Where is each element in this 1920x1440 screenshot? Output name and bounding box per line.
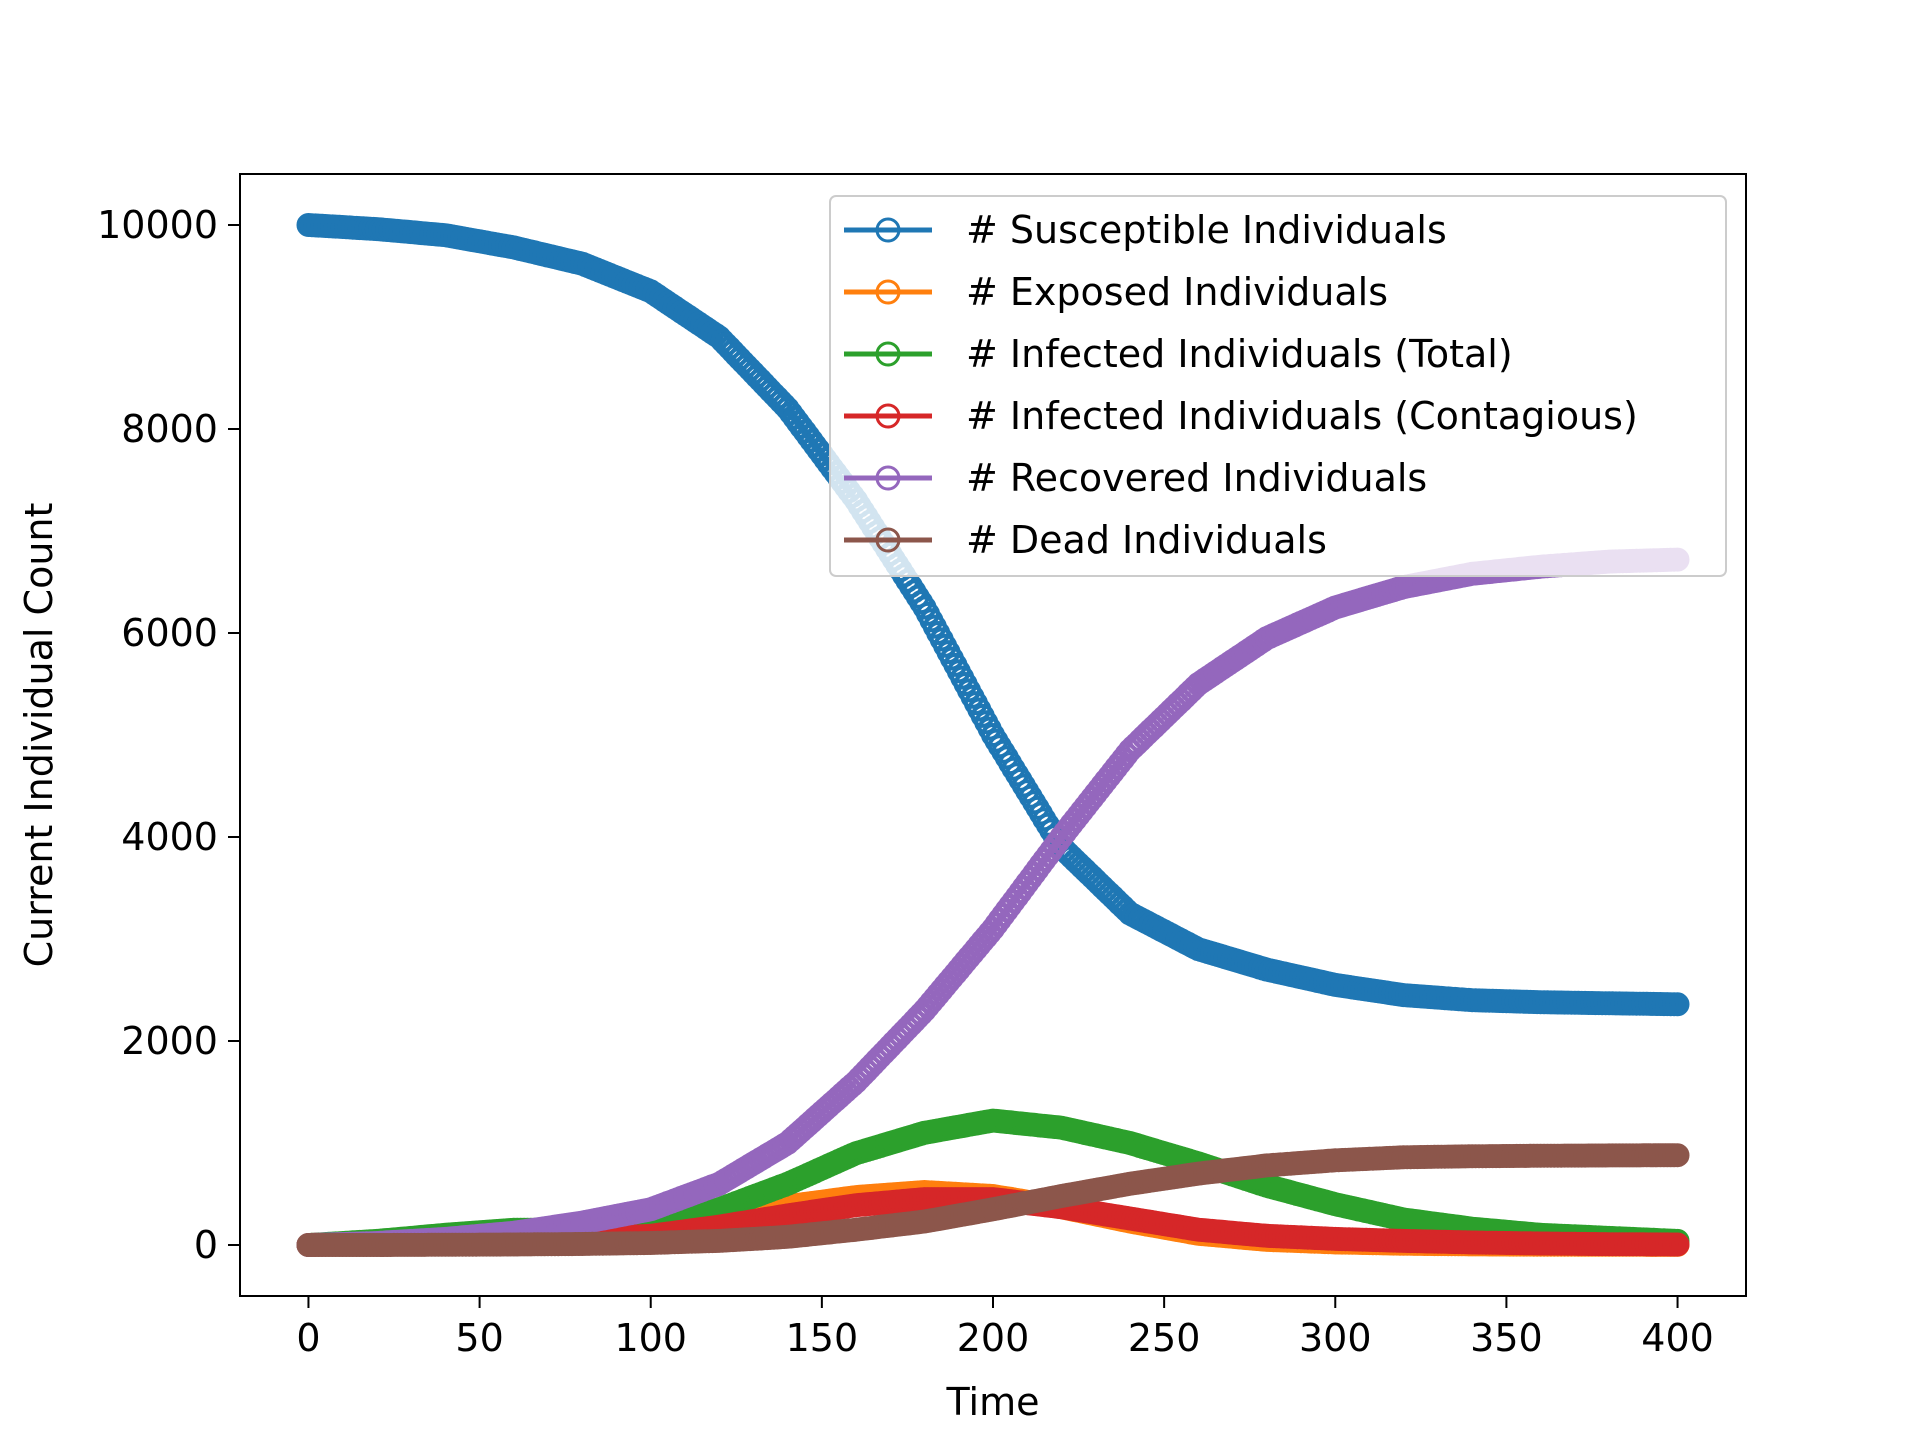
legend-label: # Dead Individuals bbox=[966, 518, 1327, 562]
y-tick-label: 10000 bbox=[97, 203, 218, 247]
x-tick-label: 300 bbox=[1299, 1316, 1372, 1360]
legend-swatch-marker bbox=[875, 527, 901, 553]
y-tick-label: 2000 bbox=[121, 1019, 218, 1063]
y-tick-label: 6000 bbox=[121, 611, 218, 655]
y-tick-label: 4000 bbox=[121, 815, 218, 859]
legend-swatch-marker bbox=[875, 279, 901, 305]
x-tick-label: 0 bbox=[296, 1316, 320, 1360]
legend-item: # Infected Individuals (Contagious) bbox=[844, 394, 1638, 438]
plot-marks bbox=[296, 213, 1690, 1257]
x-tick-label: 100 bbox=[614, 1316, 687, 1360]
legend-swatch-marker bbox=[875, 217, 901, 243]
data-point bbox=[1665, 992, 1690, 1017]
legend-swatch-marker bbox=[875, 403, 901, 429]
legend-label: # Susceptible Individuals bbox=[966, 208, 1447, 252]
legend-item: # Infected Individuals (Total) bbox=[844, 332, 1513, 376]
y-tick-label: 8000 bbox=[121, 407, 218, 451]
legend-label: # Recovered Individuals bbox=[966, 456, 1427, 500]
x-tick-label: 50 bbox=[455, 1316, 503, 1360]
x-tick-label: 400 bbox=[1641, 1316, 1714, 1360]
x-axis-ticks: 0 50 100 150 200 250 300 350 400 bbox=[296, 1296, 1714, 1360]
x-tick-label: 350 bbox=[1470, 1316, 1543, 1360]
legend-label: # Infected Individuals (Total) bbox=[966, 332, 1513, 376]
legend-item: # Dead Individuals bbox=[844, 518, 1327, 562]
data-point bbox=[1665, 1143, 1690, 1168]
legend-item: # Exposed Individuals bbox=[844, 270, 1388, 314]
legend-label: # Infected Individuals (Contagious) bbox=[966, 394, 1638, 438]
series-6 bbox=[296, 1143, 1690, 1257]
series-1 bbox=[296, 213, 1690, 1017]
data-point bbox=[1665, 1232, 1690, 1257]
legend-item: # Susceptible Individuals bbox=[844, 208, 1447, 252]
legend-label: # Exposed Individuals bbox=[966, 270, 1388, 314]
x-tick-label: 250 bbox=[1128, 1316, 1201, 1360]
legend-frame bbox=[829, 195, 1727, 577]
y-axis-ticks: 0 2000 4000 6000 8000 10000 bbox=[97, 203, 240, 1267]
x-axis-label: Time bbox=[946, 1380, 1040, 1424]
y-tick-label: 0 bbox=[194, 1223, 218, 1267]
x-tick-label: 200 bbox=[957, 1316, 1030, 1360]
legend-item: # Recovered Individuals bbox=[844, 456, 1427, 500]
legend-swatch-marker bbox=[875, 341, 901, 367]
y-axis-label: Current Individual Count bbox=[17, 503, 61, 968]
x-tick-label: 150 bbox=[786, 1316, 859, 1360]
legend: # Susceptible Individuals # Exposed Indiv… bbox=[829, 195, 1727, 577]
legend-swatch-marker bbox=[875, 465, 901, 491]
